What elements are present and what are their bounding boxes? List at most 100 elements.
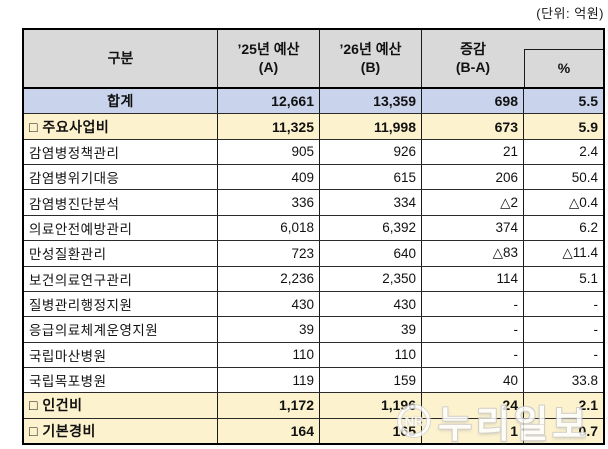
row-label: 만성질환관리 [24, 241, 218, 266]
budget-table: 구분 ’25년 예산 (A) ’26년 예산 (B) 증감 (B-A) % 합계… [22, 28, 605, 445]
table-row: 국립목포병원 119 159 40 33.8 [24, 367, 603, 394]
table-body: 합계 12,661 13,359 698 5.5 □ 주요사업비 11,325 … [24, 89, 603, 444]
cell-change: 673 [422, 114, 524, 139]
cell-budget-2025: 119 [218, 367, 320, 393]
cell-percent: 2.4 [579, 144, 598, 160]
cell-change: 206 [422, 165, 524, 190]
cell-percent: 5.1 [579, 271, 598, 287]
header-change-line2: (B-A) [455, 58, 491, 75]
table-row: □ 기본경비 164 165 1 0.7 [24, 418, 603, 444]
cell-budget-2026: 1,196 [320, 393, 422, 418]
table-row: 감염병진단분석 336 334 △2 △0.4 [24, 190, 603, 216]
cell-change: - [422, 317, 524, 342]
cell-change: 40 [422, 367, 524, 393]
cell-percent: △11.4 [562, 245, 598, 261]
cell-percent: 2.1 [578, 397, 598, 414]
cell-percent: - [593, 321, 599, 337]
cell-budget-2026: 6,392 [320, 215, 422, 241]
cell-budget-2026: 165 [320, 418, 422, 444]
cell-budget-2025: 12,661 [218, 89, 320, 114]
table-row: 감염병위기대응 409 615 206 50.4 [24, 165, 603, 191]
header-change-line1: 증감 [460, 41, 486, 57]
cell-change: 24 [422, 393, 524, 418]
table-row: 합계 12,661 13,359 698 5.5 [24, 89, 603, 115]
cell-change: △2 [422, 190, 524, 215]
cell-percent: 33.8 [571, 372, 598, 388]
table-row: 감염병정책관리 905 926 21 2.4 [24, 139, 603, 166]
cell-budget-2026: 334 [320, 190, 422, 215]
header-budget-2026-line1: ’26년 예산 [339, 41, 402, 57]
cell-budget-2025: 164 [218, 418, 320, 444]
cell-change: 698 [422, 89, 524, 114]
cell-budget-2026: 615 [320, 165, 422, 190]
cell-budget-2025: 11,325 [218, 114, 320, 139]
cell-percent: 0.7 [578, 422, 598, 439]
table-row: 질병관리행정지원 430 430 - - [24, 291, 603, 318]
row-label: 감염병위기대응 [24, 165, 218, 190]
header-percent: % [524, 30, 603, 87]
header-budget-2026: ’26년 예산 (B) [320, 30, 422, 87]
row-label: □ 주요사업비 [24, 114, 218, 139]
cell-budget-2025: 409 [218, 165, 320, 190]
cell-change: - [422, 291, 524, 317]
cell-change: △83 [422, 241, 524, 266]
header-budget-2025: ’25년 예산 (A) [218, 30, 320, 87]
table-row: 보건의료연구관리 2,236 2,350 114 5.1 [24, 266, 603, 292]
header-category-label: 구분 [107, 49, 134, 66]
row-label: 질병관리행정지원 [24, 291, 218, 317]
cell-percent: 5.5 [578, 93, 598, 110]
cell-budget-2025: 6,018 [218, 215, 320, 241]
row-label: 국립목포병원 [24, 367, 218, 393]
cell-budget-2026: 39 [320, 317, 422, 342]
table-row: □ 주요사업비 11,325 11,998 673 5.9 [24, 114, 603, 140]
table-row: 국립마산병원 110 110 - - [24, 342, 603, 368]
cell-budget-2026: 159 [320, 367, 422, 393]
row-label: 감염병진단분석 [24, 190, 218, 215]
header-percent-box: % [524, 49, 603, 87]
cell-budget-2025: 336 [218, 190, 320, 215]
cell-budget-2025: 1,172 [218, 393, 320, 418]
cell-change: 1 [422, 418, 524, 444]
cell-percent: - [593, 347, 599, 363]
row-label: 국립마산병원 [24, 342, 218, 367]
table-row: 응급의료체계운영지원 39 39 - - [24, 317, 603, 343]
cell-percent: △0.4 [568, 194, 598, 210]
cell-change: 21 [422, 139, 524, 165]
row-label: 합계 [24, 89, 218, 114]
table-row: □ 인건비 1,172 1,196 24 2.1 [24, 393, 603, 419]
table-row: 만성질환관리 723 640 △83 △11.4 [24, 241, 603, 267]
cell-budget-2026: 430 [320, 291, 422, 317]
cell-budget-2025: 905 [218, 139, 320, 165]
cell-budget-2026: 640 [320, 241, 422, 266]
header-budget-2025-line2: (A) [258, 58, 279, 75]
cell-budget-2025: 430 [218, 291, 320, 317]
row-label: 감염병정책관리 [24, 139, 218, 165]
header-budget-2026-line2: (B) [360, 58, 381, 75]
cell-budget-2026: 110 [320, 342, 422, 367]
table-row: 의료안전예방관리 6,018 6,392 374 6.2 [24, 215, 603, 242]
cell-budget-2025: 2,236 [218, 266, 320, 291]
cell-budget-2026: 926 [320, 139, 422, 165]
row-label: □ 인건비 [24, 393, 218, 418]
header-change: 증감 (B-A) [422, 30, 524, 87]
header-budget-2025-line1: ’25년 예산 [237, 41, 300, 57]
cell-percent: 50.4 [571, 169, 598, 185]
header-category: 구분 [24, 30, 218, 87]
cell-change: 114 [422, 266, 524, 291]
row-label: □ 기본경비 [24, 418, 218, 444]
row-label: 보건의료연구관리 [24, 266, 218, 291]
cell-percent: - [593, 296, 599, 312]
cell-budget-2026: 11,998 [320, 114, 422, 139]
cell-percent: 5.9 [578, 118, 598, 135]
cell-budget-2025: 723 [218, 241, 320, 266]
cell-budget-2026: 2,350 [320, 266, 422, 291]
header-percent-label: % [557, 59, 571, 76]
unit-label: (단위: 억원) [536, 6, 604, 21]
cell-change: - [422, 342, 524, 367]
cell-change: 374 [422, 215, 524, 241]
table-header: 구분 ’25년 예산 (A) ’26년 예산 (B) 증감 (B-A) % [24, 30, 603, 89]
cell-budget-2025: 110 [218, 342, 320, 367]
row-label: 응급의료체계운영지원 [24, 317, 218, 342]
cell-percent: 6.2 [579, 220, 598, 236]
